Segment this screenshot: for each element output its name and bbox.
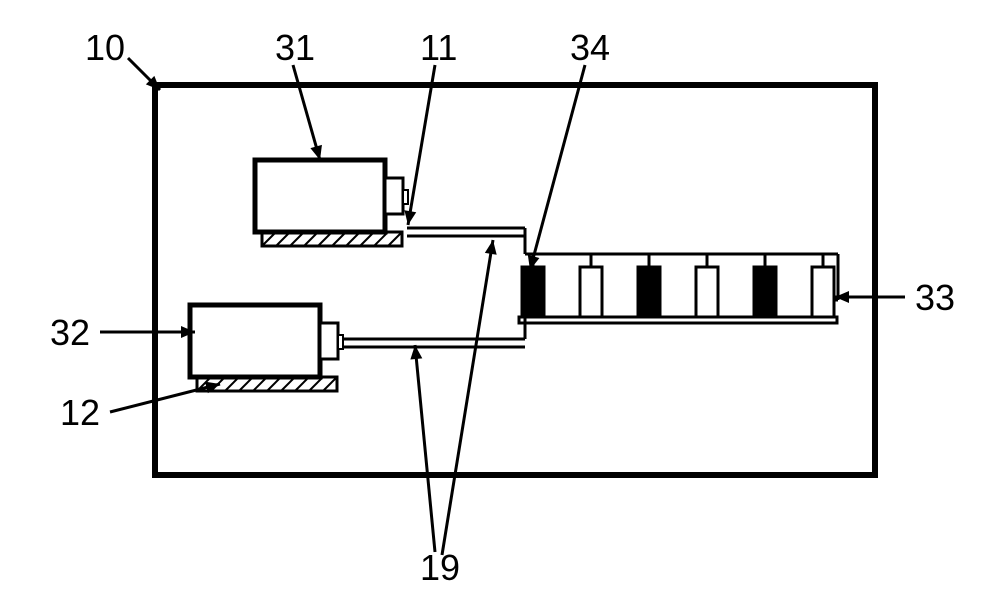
label-19: 19 [420,547,460,588]
label-12: 12 [60,392,100,433]
label-34: 34 [570,27,610,68]
label-33: 33 [915,277,955,318]
slot-1 [522,267,544,317]
slot-6 [812,267,834,317]
label-31: 31 [275,27,315,68]
slot-2 [580,267,602,317]
label-10: 10 [85,27,125,68]
slot-3 [638,267,660,317]
device-upper [255,160,408,246]
slot-5 [754,267,776,317]
label-32: 32 [50,312,90,353]
label-11: 11 [420,27,457,68]
slot-4 [696,267,718,317]
device-lower [190,305,343,391]
